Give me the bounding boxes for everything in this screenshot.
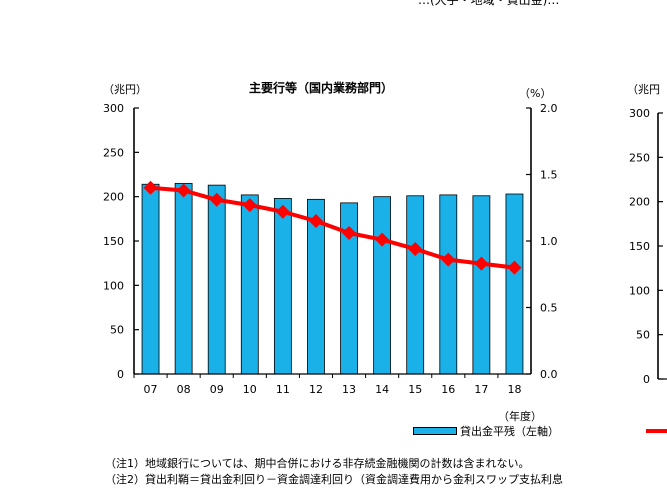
bar-11 (273, 198, 292, 375)
bar-10 (240, 194, 259, 375)
chart2-left-tick-label: 250 (629, 151, 650, 164)
line-marker-10 (242, 198, 257, 213)
top-cut-text: …(大手・地域・貸出金)… (418, 0, 560, 7)
left-axis-unit: （兆円） (103, 83, 147, 96)
chart2-left-tick-label: 100 (629, 284, 650, 297)
line-marker-13 (342, 226, 357, 241)
line-path (150, 185, 515, 270)
bar-14 (373, 196, 392, 375)
tick-labels: 0 50 100 150 200 250 300 0.0 0.5 1.0 1.5 2.0 07 08 09 1… (103, 102, 558, 396)
bar-17 (472, 195, 491, 375)
chart2-left-tick-label: 300 (629, 107, 650, 120)
line-marker-11 (275, 204, 290, 219)
line-series (143, 180, 667, 433)
bar-15 (406, 195, 425, 375)
x-axis-label: （年度） (498, 410, 542, 423)
line-marker-17 (474, 256, 489, 271)
x-tick-label: 14 (375, 383, 389, 396)
note-1: （注1）地域銀行については、期中合併における非存続金融機関の計数は含まれない。 (105, 457, 530, 470)
right-tick-label: 1.5 (540, 169, 558, 182)
x-tick-label: 17 (474, 383, 488, 396)
x-tick-label: 15 (408, 383, 422, 396)
x-tick-label: 10 (243, 383, 257, 396)
right-tick-label: 2.0 (540, 102, 558, 115)
left-tick-label: 200 (103, 191, 124, 204)
chart2-left-tick-label: 50 (636, 329, 650, 342)
second-chart-partial: 0 50 100 150 200 250 300 (629, 107, 667, 386)
line-marker-16 (441, 252, 456, 267)
line-marker-15 (408, 241, 423, 256)
chart2-left-tick-label: 0 (643, 373, 650, 386)
x-tick-label: 07 (144, 383, 158, 396)
right-tick-label: 0.0 (540, 368, 558, 381)
left-tick-label: 50 (110, 324, 124, 337)
x-tick-label: 16 (441, 383, 455, 396)
right-axis-unit: （%） (519, 87, 552, 100)
x-tick-label: 18 (507, 383, 521, 396)
bar-series (141, 182, 524, 375)
bar-16 (439, 194, 458, 375)
chart2-left-tick-label: 200 (629, 196, 650, 209)
note-2: （注2）貸出利鞘＝貸出金利回り－資金調達利回り（資金調達費用から金利スワップ支払… (105, 473, 563, 486)
chart2-left-tick-label: 150 (629, 240, 650, 253)
left-tick-label: 0 (117, 368, 124, 381)
left-tick-label: 250 (103, 146, 124, 159)
chart2-left-axis-unit: （兆円 (627, 83, 660, 96)
left-tick-label: 150 (103, 235, 124, 248)
chart-title: 主要行等（国内業務部門） (249, 81, 394, 95)
legend-bar-swatch (413, 427, 457, 435)
x-tick-label: 11 (276, 383, 290, 396)
x-tick-label: 13 (342, 383, 356, 396)
line-marker-08 (176, 183, 191, 198)
left-tick-label: 300 (103, 102, 124, 115)
x-tick-label: 09 (210, 383, 224, 396)
line-marker-07 (143, 180, 158, 195)
bar-18 (505, 193, 524, 375)
bar-08 (174, 182, 193, 375)
right-tick-label: 0.5 (540, 302, 558, 315)
x-tick-label: 08 (177, 383, 191, 396)
line-marker-18 (507, 260, 522, 275)
legend-bar-label: 貸出金平残（左軸） (460, 425, 559, 438)
line-marker-14 (375, 232, 390, 247)
line-marker-09 (209, 192, 224, 207)
bar-09 (207, 184, 226, 375)
line-marker-12 (308, 214, 323, 229)
left-tick-label: 100 (103, 279, 124, 292)
bar-07 (141, 183, 160, 375)
axes (133, 107, 532, 378)
right-tick-label: 1.0 (540, 235, 558, 248)
x-tick-label: 12 (309, 383, 323, 396)
